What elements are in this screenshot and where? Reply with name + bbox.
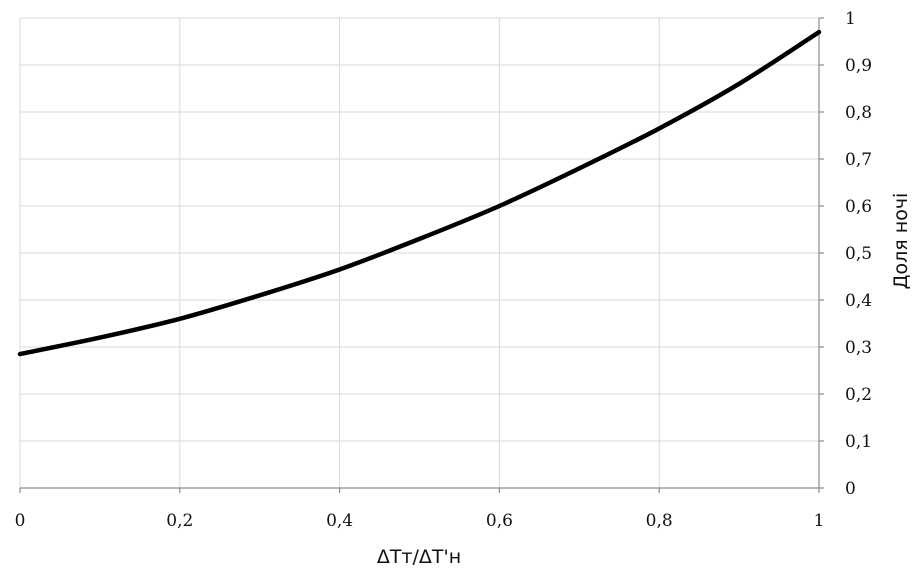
y-tick-labels: 0 0,1 0,2 0,3 0,4 0,5 0,6 0,7 0,8 0,9 1 <box>845 9 872 499</box>
y-tick-label: 0,3 <box>845 338 872 358</box>
y-tick-label: 0,2 <box>845 385 872 405</box>
y-tick-label: 0,7 <box>845 150 872 170</box>
series-layer <box>17 29 822 357</box>
x-tick-label: 0,2 <box>166 511 193 531</box>
y-tick-label: 0,8 <box>845 103 872 123</box>
x-tick-labels: 0 0,2 0,4 0,6 0,8 1 <box>15 511 825 531</box>
x-axis-title: ΔTт/ΔT'н <box>377 546 461 568</box>
y-tick-label: 0,5 <box>845 244 872 264</box>
y-axis-title: Доля ночі <box>890 193 912 290</box>
x-tick-label: 0,4 <box>326 511 353 531</box>
y-tick-label: 0,4 <box>845 291 872 311</box>
y-tick-label: 1 <box>845 9 856 29</box>
y-tick-label: 0 <box>845 479 856 499</box>
x-tick-label: 0,6 <box>486 511 513 531</box>
x-tick-label: 0 <box>15 511 26 531</box>
axes <box>19 17 824 493</box>
y-tick-label: 0,1 <box>845 432 872 452</box>
x-tick-label: 1 <box>814 511 825 531</box>
x-tick-label: 0,8 <box>646 511 673 531</box>
y-tick-label: 0,6 <box>845 197 872 217</box>
grid-lines <box>19 17 820 488</box>
series-line <box>17 29 822 357</box>
y-tick-label: 0,9 <box>845 56 872 76</box>
